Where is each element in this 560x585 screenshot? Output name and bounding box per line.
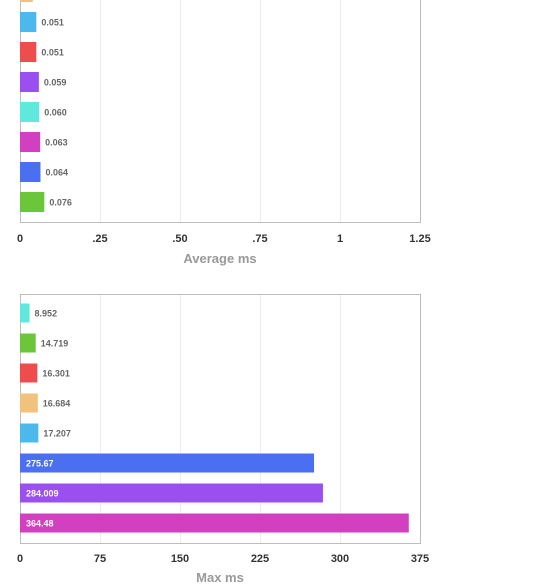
bar[interactable]: [20, 363, 38, 383]
x-tick-label: 1.25: [409, 233, 430, 245]
x-tick-label: 0: [17, 233, 23, 245]
x-tick-label: 75: [94, 553, 106, 565]
bar-value-label: 8.952: [35, 309, 58, 319]
bar[interactable]: [20, 162, 41, 182]
x-tick-label: 0: [17, 553, 23, 565]
plot-frame: [20, 294, 421, 544]
bar[interactable]: [20, 12, 37, 32]
bar[interactable]: [20, 333, 36, 353]
bar[interactable]: [20, 393, 38, 413]
bar[interactable]: [20, 42, 37, 62]
bar-value-label: 0.076: [49, 198, 72, 208]
average-ms-chart: 0.051 0.051 0.059 0.060 0.063 0.064 0.076 0 .25.…: [17, 0, 431, 266]
x-axis-title: Max ms: [196, 570, 244, 585]
bar-value-label: 0.051: [41, 18, 64, 28]
bar[interactable]: [20, 72, 39, 92]
bar-value-label: 17.207: [43, 429, 71, 439]
bar-value-label: 16.684: [43, 399, 71, 409]
x-tick-label: 1: [337, 233, 343, 245]
x-tick-label: 375: [411, 553, 429, 565]
max-ms-chart: 8.952 14.719 16.301 16.684 17.207 275.67 284.0…: [17, 294, 429, 585]
bar-value-label: 0.064: [45, 168, 68, 178]
x-tick-label: 225: [251, 553, 269, 565]
bar-value-label: 0.059: [44, 78, 67, 88]
bar[interactable]: [20, 423, 39, 443]
bar-value-label: 0.060: [44, 108, 67, 118]
plot-frame: [20, 0, 421, 223]
bar[interactable]: [20, 0, 33, 2]
bar-value-label: 14.719: [41, 339, 69, 349]
bar[interactable]: [20, 102, 40, 122]
bar[interactable]: [20, 132, 41, 152]
bar-value-label: 16.301: [42, 369, 70, 379]
bar-value-label: 364.48: [26, 519, 54, 529]
bar[interactable]: [20, 483, 323, 503]
bar-value-label: 0.063: [45, 138, 68, 148]
x-tick-label: 300: [331, 553, 349, 565]
x-tick-label: .50: [172, 233, 187, 245]
x-axis-title: Average ms: [183, 251, 256, 266]
x-tick-label: .25: [92, 233, 107, 245]
bar[interactable]: [20, 303, 30, 323]
bar[interactable]: [20, 453, 315, 473]
bar-value-label: 284.009: [26, 489, 59, 499]
bar-value-label: 275.67: [26, 459, 54, 469]
x-tick-label: 150: [171, 553, 189, 565]
x-tick-label: .75: [252, 233, 267, 245]
bar[interactable]: [20, 513, 409, 533]
bar[interactable]: [20, 192, 45, 212]
bar-value-label: 0.051: [41, 48, 64, 58]
